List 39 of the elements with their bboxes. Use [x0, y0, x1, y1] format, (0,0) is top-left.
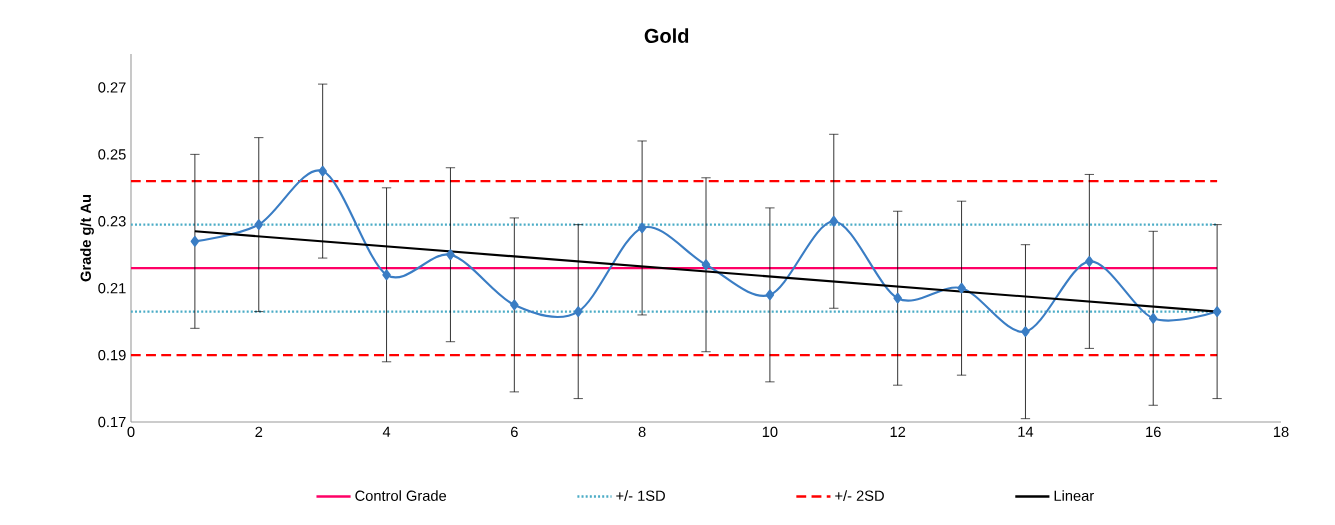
y-tick-label: 0.19	[98, 349, 126, 361]
point	[829, 215, 839, 227]
point	[1212, 306, 1222, 317]
x-tick-label: 2	[255, 426, 263, 437]
point	[765, 289, 775, 301]
point	[957, 282, 966, 294]
point	[382, 269, 391, 281]
legend-label: Linear	[1054, 490, 1094, 501]
point	[1021, 326, 1030, 338]
x-tick-label: 14	[1018, 426, 1034, 437]
point	[893, 292, 902, 304]
point	[446, 249, 455, 261]
point	[1085, 256, 1094, 267]
y-tick-label: 0.23	[98, 216, 126, 227]
point	[637, 222, 647, 234]
x-tick-label: 16	[1146, 426, 1161, 438]
legend-label: +/- 1SD	[616, 490, 665, 501]
point	[318, 165, 327, 177]
point	[701, 259, 711, 271]
chart-title: Gold	[644, 28, 689, 43]
point	[1148, 312, 1158, 324]
x-tick-label: 6	[511, 426, 518, 438]
y-tick-label: 0.21	[98, 283, 126, 294]
legend-label: Control Grade	[355, 490, 447, 501]
x-tick-label: 4	[382, 426, 391, 437]
point	[510, 299, 519, 311]
legend-label: +/- 2SD	[835, 490, 884, 501]
y-tick-label: 0.27	[98, 82, 126, 93]
x-tick-label: 18	[1273, 426, 1289, 438]
y-tick-label: 0.25	[98, 149, 126, 160]
point	[254, 219, 264, 230]
x-tick-label: 0	[127, 426, 135, 438]
y-axis-title: Grade g/t Au	[80, 194, 94, 282]
x-tick-label: 10	[762, 426, 778, 438]
y-tick-label: 0.17	[98, 416, 126, 428]
x-tick-label: 12	[890, 426, 906, 437]
x-tick-label: 8	[638, 426, 646, 438]
point	[573, 306, 583, 317]
point	[190, 236, 200, 247]
